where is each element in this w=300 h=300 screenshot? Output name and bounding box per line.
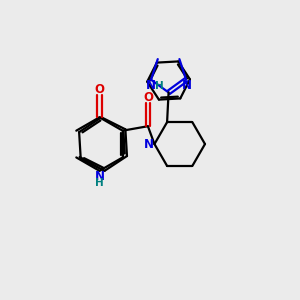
Text: N: N <box>146 79 155 92</box>
Text: H: H <box>95 178 104 188</box>
Text: H: H <box>155 81 164 91</box>
Text: O: O <box>94 82 104 96</box>
Text: O: O <box>143 91 153 103</box>
Text: N: N <box>182 79 192 92</box>
Text: N: N <box>94 170 104 183</box>
Text: N: N <box>144 138 154 151</box>
